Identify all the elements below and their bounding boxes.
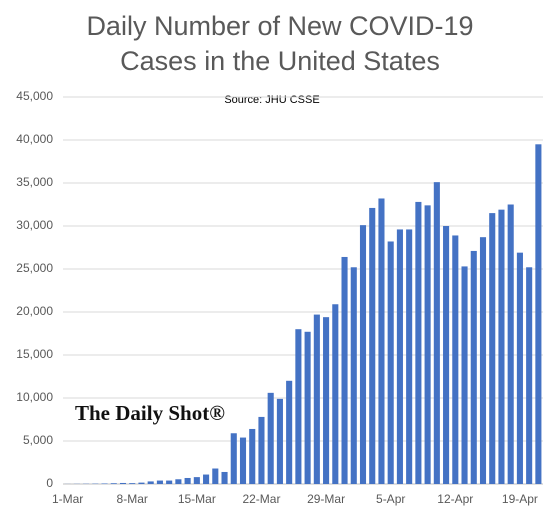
x-tick-label: 8-Mar — [117, 492, 148, 506]
x-tick-label: 22-Mar — [242, 492, 280, 506]
bar — [406, 229, 413, 484]
bar — [249, 428, 256, 484]
x-tick-label: 5-Apr — [376, 492, 405, 506]
bar — [452, 235, 459, 484]
chart-title: Daily Number of New COVID-19 — [86, 11, 473, 41]
bar — [359, 225, 367, 484]
bar — [350, 267, 357, 484]
bar — [258, 416, 265, 484]
bar — [304, 331, 311, 484]
bar — [313, 314, 320, 484]
bar — [470, 250, 477, 484]
y-tick-label: 45,000 — [16, 89, 53, 103]
bar — [212, 468, 219, 484]
x-tick-label: 12-Apr — [437, 492, 473, 506]
bar — [332, 304, 339, 484]
bar — [415, 201, 422, 485]
bar — [526, 267, 533, 484]
y-tick-label: 10,000 — [16, 390, 53, 404]
bar — [489, 213, 496, 484]
y-tick-label: 20,000 — [16, 304, 53, 318]
bar — [267, 392, 274, 484]
bar — [175, 479, 182, 484]
bar — [443, 226, 450, 484]
bar — [221, 471, 228, 484]
bar — [396, 229, 403, 484]
bar — [286, 380, 293, 484]
bar — [184, 477, 191, 484]
bar — [239, 437, 247, 484]
bar — [147, 481, 154, 484]
bar — [479, 237, 487, 484]
bar — [101, 483, 108, 484]
x-tick-label: 29-Mar — [307, 492, 345, 506]
bar — [138, 482, 145, 484]
bar — [535, 144, 542, 485]
bar — [341, 256, 348, 484]
bar — [378, 198, 385, 485]
y-tick-label: 0 — [46, 476, 53, 490]
bar — [166, 480, 173, 484]
bar — [323, 317, 330, 484]
bar — [387, 241, 394, 484]
y-tick-label: 5,000 — [23, 433, 53, 447]
bar — [129, 483, 136, 484]
bar — [369, 207, 376, 484]
bar — [156, 480, 163, 484]
subtitle: Source: JHU CSSE — [224, 94, 319, 106]
y-tick-label: 35,000 — [16, 175, 53, 189]
y-tick-label: 40,000 — [16, 132, 53, 146]
bar — [110, 483, 117, 484]
chart-title: Cases in the United States — [120, 46, 440, 76]
y-tick-label: 30,000 — [16, 218, 53, 232]
x-tick-label: 15-Mar — [178, 492, 216, 506]
bar — [119, 482, 127, 484]
y-tick-label: 25,000 — [16, 261, 53, 275]
plot-area: 0 5,000 10,000 15,000 20,000 25,000 30,000 35,0… — [16, 89, 543, 506]
y-tick-label: 15,000 — [16, 347, 53, 361]
bar — [230, 433, 237, 484]
bar — [516, 252, 523, 484]
bar — [203, 474, 210, 484]
bar — [295, 329, 302, 484]
bar — [424, 205, 431, 485]
bar — [276, 398, 283, 484]
bar — [461, 266, 468, 484]
bar — [193, 477, 200, 484]
watermark: The Daily Shot® — [75, 401, 225, 425]
x-tick-label: 19-Apr — [502, 492, 538, 506]
bar — [507, 204, 514, 484]
bar — [498, 209, 505, 484]
x-tick-label: 1-Mar — [52, 492, 83, 506]
bar — [433, 182, 440, 484]
